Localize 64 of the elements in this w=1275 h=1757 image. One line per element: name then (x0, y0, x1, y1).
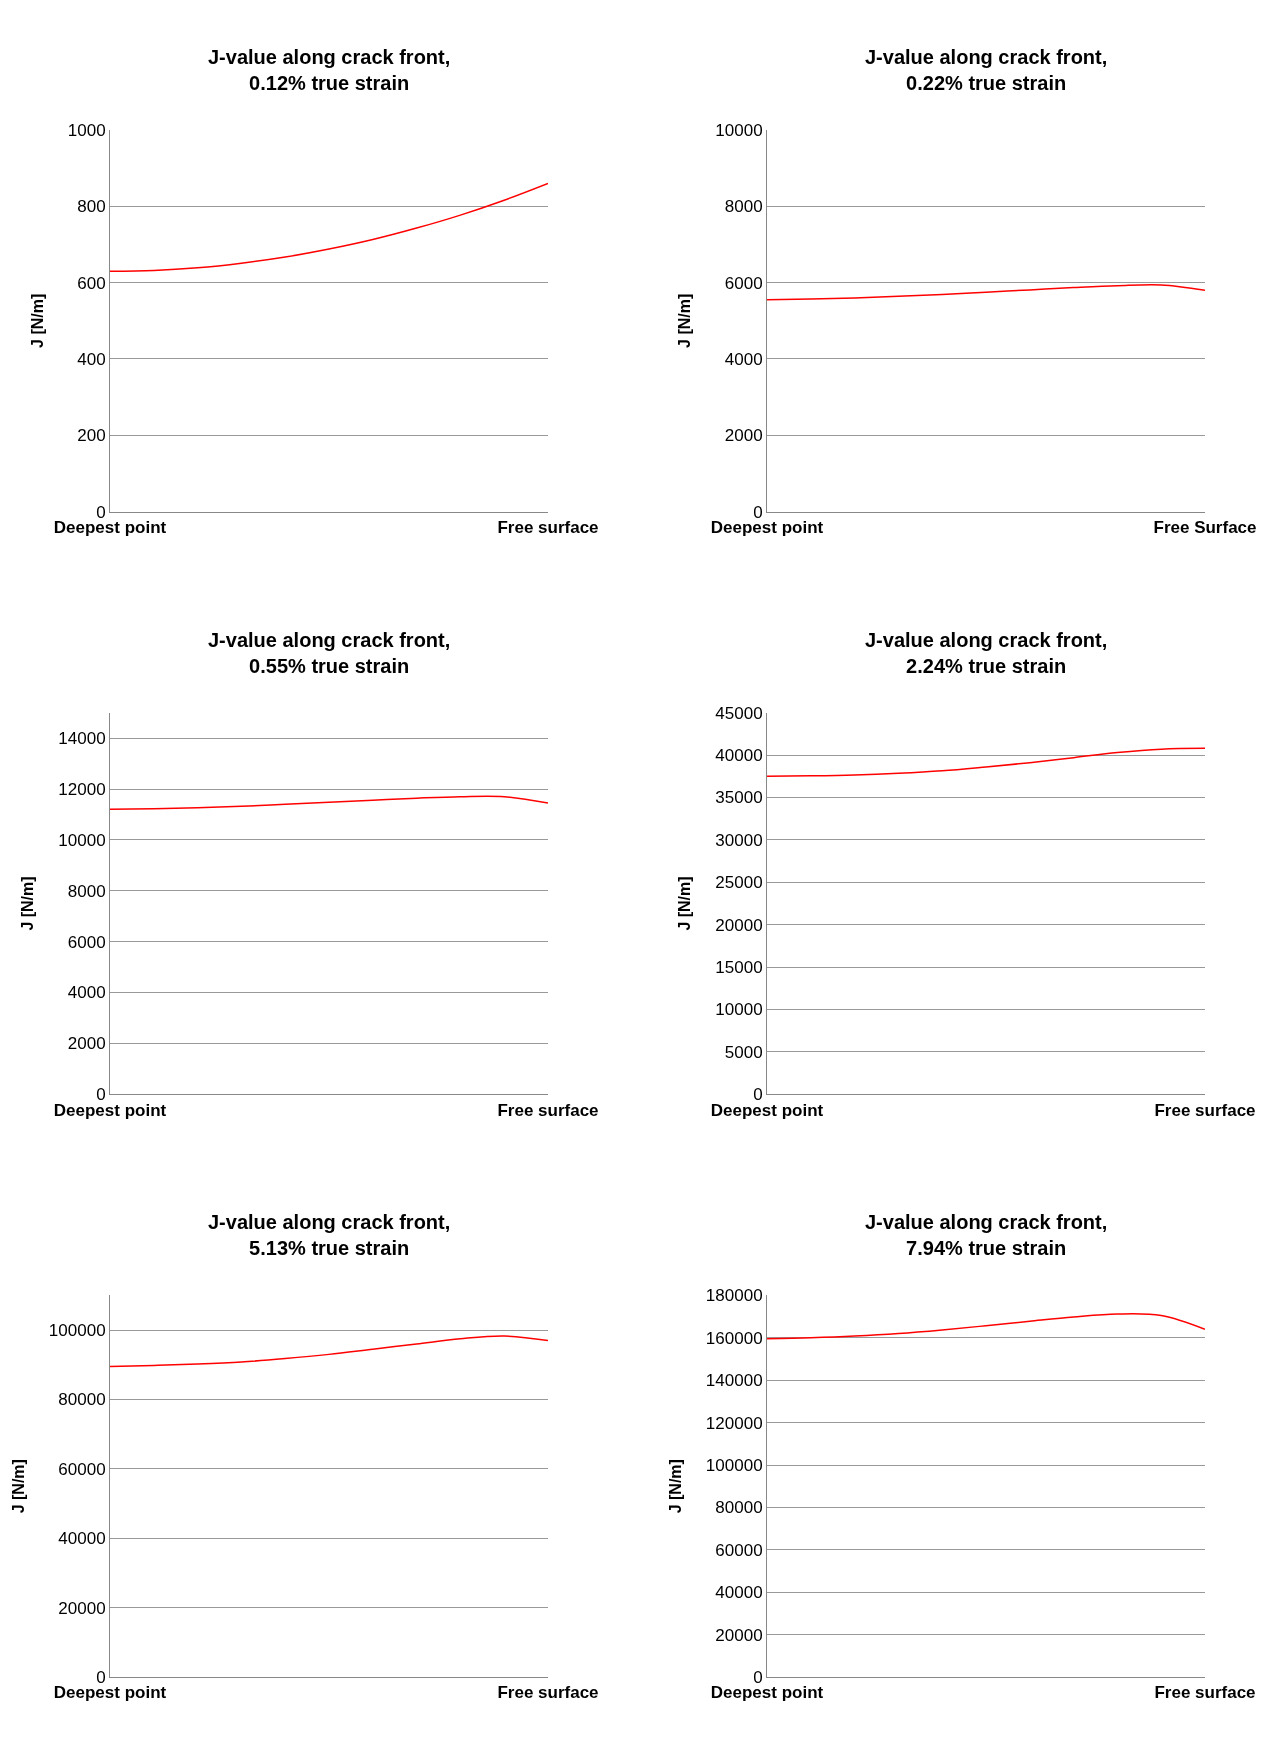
y-tick-label: 120000 (705, 1413, 763, 1433)
y-tick-label: 10000 (715, 120, 763, 140)
y-axis-title: J [N/m] (28, 293, 46, 348)
y-tick-label: 25000 (715, 873, 763, 893)
y-tick-label: 30000 (715, 830, 763, 850)
y-tick-label: 8000 (67, 881, 106, 901)
y-tick-label: 5000 (724, 1042, 763, 1062)
x-tick-label: Free surface (497, 1683, 599, 1703)
y-tick-label: 40000 (715, 746, 763, 766)
y-tick-label: 2000 (67, 1034, 106, 1054)
x-tick-label: Free surface (497, 517, 599, 537)
y-tick-label: 200 (77, 426, 106, 446)
y-tick-label: 60000 (715, 1540, 763, 1560)
x-tick-label: Free surface (1154, 1683, 1256, 1703)
y-tick-label: 15000 (715, 958, 763, 978)
y-tick-label: 40000 (58, 1529, 106, 1549)
y-tick-label: 10000 (715, 1000, 763, 1020)
line-series (110, 795, 548, 811)
y-axis-title: J [N/m] (676, 293, 694, 348)
y-axis-title: J [N/m] (676, 876, 694, 931)
y-tick-label: 20000 (58, 1598, 106, 1618)
y-axis-title: J [N/m] (19, 876, 37, 931)
y-axis-title: J [N/m] (9, 1459, 27, 1514)
line-series (110, 1335, 548, 1368)
y-tick-label: 2000 (724, 426, 763, 446)
y-tick-label: 4000 (67, 983, 106, 1003)
y-tick-label: 180000 (705, 1286, 763, 1306)
y-tick-label: 20000 (715, 1625, 763, 1645)
y-tick-label: 4000 (724, 349, 763, 369)
chart-title: J-value along crack front, 5.13% true strain (208, 1211, 451, 1259)
y-tick-label: 140000 (705, 1371, 763, 1391)
chart-title: J-value along crack front, 7.94% true strain (865, 1211, 1108, 1259)
chart-title: J-value along crack front, 2.24% true strain (865, 629, 1108, 677)
y-tick-label: 600 (77, 273, 106, 293)
y-tick-label: 14000 (58, 729, 106, 749)
y-tick-label: 100000 (48, 1321, 106, 1341)
line-series (110, 182, 548, 272)
y-tick-label: 80000 (58, 1390, 106, 1410)
y-tick-label: 6000 (724, 273, 763, 293)
y-tick-label: 35000 (715, 788, 763, 808)
x-tick-label: Free surface (1154, 1100, 1256, 1120)
y-tick-label: 8000 (724, 197, 763, 217)
y-tick-label: 6000 (67, 932, 106, 952)
x-tick-label: Free Surface (1153, 517, 1257, 537)
y-tick-label: 45000 (715, 703, 763, 723)
line-series (767, 1313, 1205, 1340)
chart-title: J-value along crack front, 0.12% true strain (208, 46, 451, 94)
y-tick-label: 100000 (705, 1455, 763, 1475)
y-axis-title: J [N/m] (666, 1459, 684, 1514)
y-tick-label: 160000 (705, 1328, 763, 1348)
line-series (767, 747, 1205, 778)
line-series (767, 283, 1205, 301)
y-tick-label: 12000 (58, 779, 106, 799)
y-tick-label: 60000 (58, 1459, 106, 1479)
y-tick-label: 10000 (58, 830, 106, 850)
y-tick-label: 1000 (67, 120, 106, 140)
chart-title: J-value along crack front, 0.55% true strain (208, 629, 451, 677)
y-tick-label: 800 (77, 197, 106, 217)
y-tick-label: 400 (77, 349, 106, 369)
chart-title: J-value along crack front, 0.22% true strain (865, 46, 1108, 94)
y-tick-label: 40000 (715, 1583, 763, 1603)
x-tick-label: Free surface (497, 1100, 599, 1120)
y-tick-label: 80000 (715, 1498, 763, 1518)
y-tick-label: 20000 (715, 915, 763, 935)
